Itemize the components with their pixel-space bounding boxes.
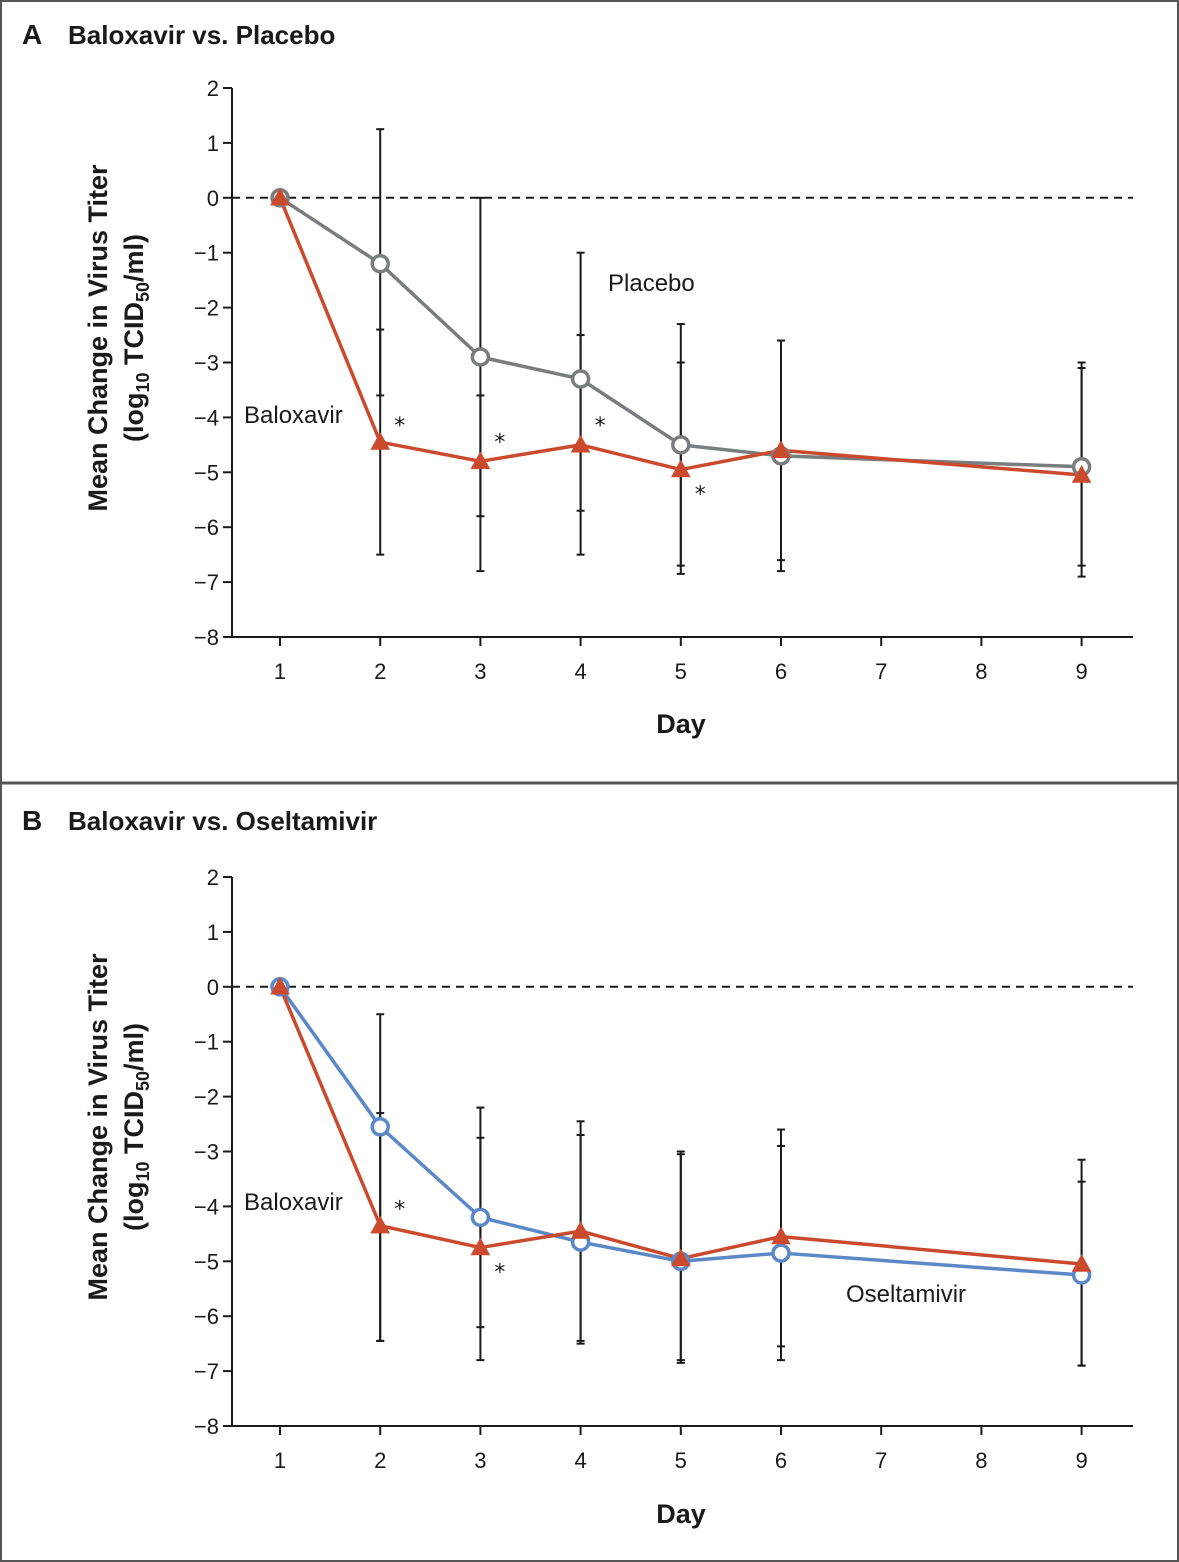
panel-b-baloxavir-point (370, 1215, 391, 1234)
panel-b-baloxavir-point (670, 1248, 691, 1267)
panel-b: B Baloxavir vs. Oseltamivir Day Mean Cha… (22, 805, 1133, 1529)
panel-b-letter: B (22, 805, 42, 836)
panel-b-x-tick-label: 1 (274, 1448, 286, 1473)
panel-b-baloxavir-point (470, 1237, 491, 1256)
panel-b-x-tick-label: 3 (474, 1448, 486, 1473)
panel-a-x-tick-label: 2 (374, 659, 386, 684)
panel-a-baloxavir-point (570, 434, 591, 453)
panel-b-oseltamivir-point (771, 1243, 791, 1263)
panel-a-placebo-point (470, 347, 491, 367)
panel-b-x-tick-label: 2 (374, 1448, 386, 1473)
panel-a-baloxavir-label: Baloxavir (244, 402, 343, 429)
panel-a-placebo-point (671, 435, 691, 455)
panel-a-y-tick-label: −3 (194, 351, 219, 376)
panel-b-oseltamivir-point (370, 1117, 390, 1137)
panel-a-significance-asterisk: * (595, 414, 606, 439)
panel-a-title: Baloxavir vs. Placebo (68, 20, 335, 50)
panel-a-x-axis-title: Day (656, 709, 706, 739)
panel-a-baloxavir-point (1071, 465, 1092, 483)
panel-a-y-tick-label: −8 (194, 625, 219, 650)
panel-a-y-tick-label: 2 (207, 76, 219, 101)
panel-b-significance-asterisk: * (494, 1261, 505, 1286)
panel-b-y-tick-label: −5 (194, 1249, 219, 1274)
panel-b-y-tick-label: 0 (207, 975, 219, 1000)
panel-a-baloxavir-point (470, 451, 491, 470)
panel-b-y-tick-label: −7 (194, 1359, 219, 1384)
panel-b-oseltamivir-label: Oseltamivir (846, 1281, 966, 1308)
panel-a-x-tick-label: 5 (675, 659, 687, 684)
panel-b-y-tick-label: 1 (207, 920, 219, 945)
panel-a-y-tick-label: −1 (194, 241, 219, 266)
panel-b-baloxavir-label: Baloxavir (244, 1189, 343, 1216)
panel-b-baloxavir-point (570, 1221, 591, 1239)
panel-a-y-tick-label: 1 (207, 131, 219, 156)
panel-b-baloxavir-point (771, 1226, 791, 1245)
panel-b-y-tick-label: −4 (194, 1194, 219, 1219)
panel-b-x-tick-label: 4 (574, 1448, 586, 1473)
panel-b-plot: 2 1 0 −1 −2 −3 −4 −5 −6 −7 −8 1 2 3 4 5 6 7 8 9 * * (194, 865, 1133, 1473)
panel-a-letter: A (22, 19, 42, 50)
panel-a-significance-asterisk: * (695, 483, 706, 508)
panel-b-significance-asterisk: * (394, 1197, 405, 1222)
panel-a-y-tick-label: −5 (194, 460, 219, 485)
panel-b-baloxavir-point (1071, 1254, 1092, 1272)
panel-a-baloxavir-point (670, 459, 691, 478)
panel-a-y-tick-label: −4 (194, 405, 219, 430)
panel-b-y-tick-label: −6 (194, 1304, 219, 1329)
panel-b-y-axis-title-line2: (log10 TCID50/ml) (119, 1023, 153, 1231)
panel-a-significance-asterisk: * (494, 430, 505, 455)
panel-a-x-tick-label: 7 (875, 659, 887, 684)
panel-b-y-tick-label: −1 (194, 1030, 219, 1055)
panel-a-placebo-point (570, 369, 591, 389)
panel-a-y-tick-label: 0 (207, 186, 219, 211)
panel-a-x-tick-label: 9 (1075, 659, 1087, 684)
panel-a-baloxavir-point (270, 187, 290, 206)
panel-a-y-tick-label: −7 (194, 570, 219, 595)
panel-a-x-tick-label: 8 (975, 659, 987, 684)
panel-a-y-tick-label: −6 (194, 515, 219, 540)
panel-a-y-tick-label: −2 (194, 296, 219, 321)
panel-b-x-tick-label: 5 (675, 1448, 687, 1473)
panel-a-y-axis-title-line2: (log10 TCID50/ml) (119, 234, 153, 442)
panel-a-x-tick-label: 6 (775, 659, 787, 684)
panel-b-y-tick-label: −3 (194, 1140, 219, 1165)
panel-b-title: Baloxavir vs. Oseltamivir (68, 806, 377, 836)
panel-b-x-tick-label: 6 (775, 1448, 787, 1473)
panel-a-x-tick-label: 3 (474, 659, 486, 684)
panel-b-baloxavir-point (270, 976, 290, 995)
panel-b-x-tick-label: 8 (975, 1448, 987, 1473)
panel-a: A Baloxavir vs. Placebo Day Mean Change … (22, 19, 1133, 739)
panel-a-plot: 2 1 0 −1 −2 −3 −4 −5 −6 −7 −8 1 2 3 4 5 6 7 8 9 * * * * (194, 76, 1133, 684)
panel-a-placebo-point (370, 253, 390, 274)
panel-b-y-axis-title-line1: Mean Change in Virus Titer (83, 953, 113, 1301)
panel-a-baloxavir-point (771, 440, 791, 459)
panel-a-y-axis-title-line1: Mean Change in Virus Titer (83, 164, 113, 512)
panel-a-baloxavir-point (370, 432, 391, 450)
panel-a-significance-asterisk: * (394, 414, 405, 439)
panel-b-y-tick-label: 2 (207, 865, 219, 890)
panel-b-x-tick-label: 9 (1075, 1448, 1087, 1473)
panel-b-x-tick-label: 7 (875, 1448, 887, 1473)
panel-b-x-axis-title: Day (656, 1499, 706, 1529)
panel-a-placebo-label: Placebo (608, 270, 695, 297)
panel-a-x-tick-label: 4 (574, 659, 586, 684)
panel-b-oseltamivir-point (470, 1207, 491, 1228)
panel-b-y-tick-label: −8 (194, 1414, 219, 1439)
panel-a-x-tick-label: 1 (274, 659, 286, 684)
panel-b-y-tick-label: −2 (194, 1085, 219, 1110)
